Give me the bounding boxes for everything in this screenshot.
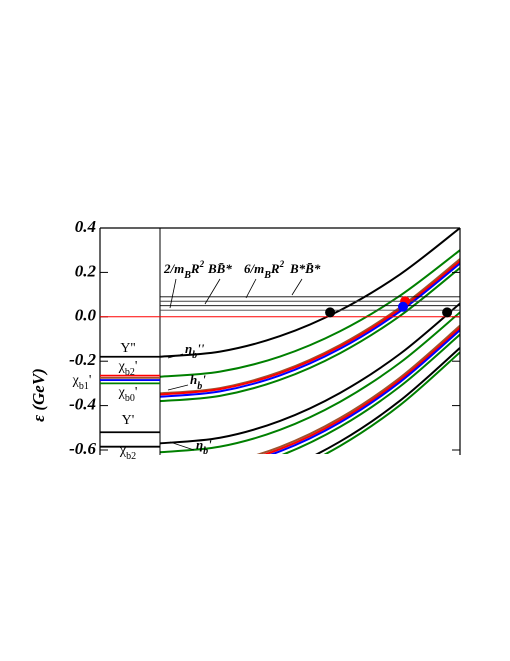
curve-label: hb' (190, 372, 206, 392)
label-part: η (196, 437, 203, 452)
point (442, 307, 453, 318)
threshold-label: 6/mBR2 (244, 259, 285, 281)
label-part: ' (202, 372, 206, 387)
curve (160, 228, 460, 358)
threshold-label: B*B̄* (289, 261, 321, 276)
label-part: 6/m (244, 261, 264, 276)
point (398, 301, 408, 312)
level-label: χb1' (72, 373, 92, 392)
label-part: B (263, 270, 271, 281)
label-part: R (270, 261, 280, 276)
y-axis-label: ε (GeV) (29, 368, 48, 422)
y-tick-label: -0.2 (69, 350, 96, 369)
label-part: Υ' (122, 413, 135, 428)
curve (256, 324, 460, 454)
label-part: 2 (199, 259, 205, 269)
label-part: B*B̄* (289, 261, 321, 276)
leader (169, 441, 195, 451)
arrow (204, 278, 221, 305)
curve (269, 329, 460, 454)
label-part: BB̄* (207, 261, 232, 276)
label-part: b0 (125, 393, 135, 404)
label-part: '' (197, 341, 205, 356)
label-part: ' (135, 359, 138, 374)
label-part: χ (118, 385, 126, 400)
label-part: h (190, 372, 197, 387)
y-tick-label: -0.6 (69, 439, 96, 458)
curve (160, 249, 460, 378)
level-label: χb2' (118, 359, 138, 378)
label-part: 2/m (163, 261, 184, 276)
label-part: B (183, 270, 191, 281)
curve (281, 333, 460, 454)
point (325, 307, 336, 318)
threshold-label: BB̄* (207, 261, 232, 276)
label-part: b2 (125, 367, 135, 378)
curve (263, 327, 460, 454)
label-part: ' (208, 437, 212, 452)
level-label: Υ' (122, 413, 135, 428)
y-tick-label: -0.4 (69, 395, 96, 414)
label-part: χ (118, 359, 126, 374)
label-part: χ (72, 373, 80, 388)
y-tick-label: 0.0 (75, 306, 97, 325)
threshold-label: 2/mBR2 (163, 259, 205, 281)
label-part: 2 (279, 259, 285, 269)
label-part: b (203, 446, 208, 457)
label-part: χ (119, 443, 127, 458)
label-part: b (197, 381, 202, 392)
label-part: η (185, 341, 192, 356)
label-part: b (192, 350, 197, 361)
label-part: b2 (126, 451, 136, 462)
curve (160, 302, 460, 445)
label-part: ' (135, 385, 138, 400)
curve (323, 351, 460, 454)
level-label: χb0' (118, 385, 138, 404)
leader (167, 353, 184, 359)
leader (167, 384, 189, 391)
y-tick-label: 0.4 (75, 217, 96, 236)
y-tick-label: 0.2 (75, 261, 97, 280)
curve (315, 347, 460, 454)
label-part: b1 (79, 381, 89, 392)
curve-label: ηb' (196, 437, 212, 457)
arrow (291, 278, 303, 296)
label-part: R (190, 261, 200, 276)
level-label: Υ'' (120, 341, 135, 356)
curves (160, 228, 460, 454)
level-label: χb2 (119, 443, 136, 462)
arrow (169, 278, 177, 309)
curve-label: ηb'' (185, 341, 205, 361)
arrow (245, 278, 257, 299)
label-part: Υ'' (120, 341, 135, 356)
label-part: ' (89, 373, 92, 388)
curve (160, 311, 460, 454)
